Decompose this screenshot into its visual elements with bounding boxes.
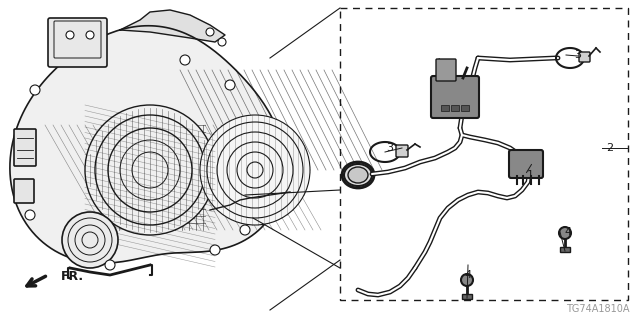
Ellipse shape [344,164,372,186]
Circle shape [180,55,190,65]
Bar [441,105,449,111]
Circle shape [62,212,118,268]
Circle shape [225,80,235,90]
Text: 4: 4 [465,270,472,280]
Circle shape [85,105,215,235]
FancyBboxPatch shape [431,76,479,118]
Polygon shape [120,10,225,42]
Text: TG74A1810A: TG74A1810A [566,304,630,314]
Circle shape [86,31,94,39]
FancyBboxPatch shape [509,150,543,178]
FancyBboxPatch shape [579,52,590,62]
Polygon shape [10,26,285,263]
Circle shape [25,210,35,220]
Circle shape [200,115,310,225]
Circle shape [461,274,473,286]
Text: 3: 3 [575,50,582,60]
Circle shape [66,31,74,39]
Circle shape [218,38,226,46]
Bar [560,247,570,252]
Bar [461,105,469,111]
FancyBboxPatch shape [14,179,34,203]
Circle shape [206,28,214,36]
Text: 1: 1 [527,170,534,180]
FancyBboxPatch shape [436,59,456,81]
Bar [451,105,459,111]
FancyBboxPatch shape [14,129,36,166]
Bar [462,294,472,299]
Text: FR.: FR. [61,270,84,284]
Circle shape [105,260,115,270]
Circle shape [30,85,40,95]
Circle shape [559,227,571,239]
Circle shape [240,225,250,235]
Text: 4: 4 [564,227,572,237]
Ellipse shape [348,167,368,183]
FancyBboxPatch shape [48,18,107,67]
Bar [340,8,628,300]
Circle shape [210,245,220,255]
Text: 2: 2 [607,143,614,153]
FancyBboxPatch shape [396,145,408,157]
Text: 3: 3 [387,143,394,153]
